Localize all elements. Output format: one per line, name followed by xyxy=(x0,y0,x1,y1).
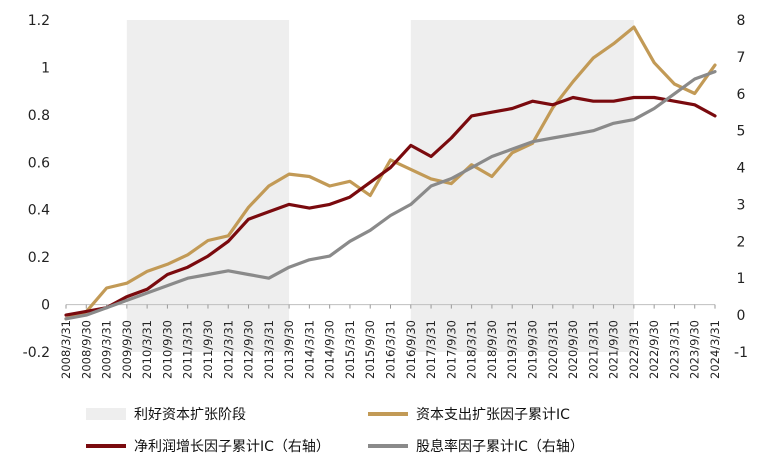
x-tick-label-7: 2011/9/30 xyxy=(201,320,215,379)
shaded-period-0 xyxy=(126,20,290,352)
right-axis-tick-7: 6 xyxy=(737,87,746,103)
left-axis-tick-6: 1 xyxy=(41,60,50,76)
x-tick-label-16: 2016/3/31 xyxy=(384,320,398,379)
series-line-2 xyxy=(64,69,717,321)
x-tick-label-6: 2011/3/31 xyxy=(181,320,195,379)
x-tick-label-25: 2020/9/30 xyxy=(566,320,580,379)
x-tick-label-29: 2022/9/30 xyxy=(647,320,661,379)
x-tick-label-2: 2009/3/31 xyxy=(100,320,114,379)
right-axis-tick-2: 1 xyxy=(737,271,746,287)
x-tick-label-8: 2012/3/31 xyxy=(221,320,235,379)
x-tick-label-24: 2020/3/31 xyxy=(546,320,560,379)
shaded-period-1 xyxy=(410,20,634,352)
right-axis-tick-0: -1 xyxy=(734,345,748,361)
right-axis-tick-8: 7 xyxy=(737,50,746,66)
x-tick-label-27: 2021/9/30 xyxy=(607,320,621,379)
x-tick-label-5: 2010/9/30 xyxy=(160,320,174,379)
right-axis-tick-9: 8 xyxy=(737,13,746,29)
right-axis-tick-1: 0 xyxy=(737,308,746,324)
left-axis-tick-5: 0.8 xyxy=(28,108,50,124)
x-tick-label-28: 2022/3/31 xyxy=(627,320,641,379)
x-tick-label-9: 2012/9/30 xyxy=(242,320,256,379)
right-axis-tick-6: 5 xyxy=(737,124,746,140)
x-tick-label-22: 2019/3/31 xyxy=(505,320,519,379)
left-axis-tick-7: 1.2 xyxy=(28,13,50,29)
left-axis-tick-0: -0.2 xyxy=(23,345,50,361)
x-tick-label-19: 2017/9/30 xyxy=(444,320,458,379)
x-tick-label-1: 2008/9/30 xyxy=(79,320,93,379)
left-axis-tick-3: 0.4 xyxy=(28,203,50,219)
x-tick-label-10: 2013/3/31 xyxy=(262,320,276,379)
x-tick-label-4: 2010/3/31 xyxy=(140,320,154,379)
right-axis-tick-3: 2 xyxy=(737,234,746,250)
x-tick-label-23: 2019/9/30 xyxy=(525,320,539,379)
x-tick-label-32: 2024/3/31 xyxy=(708,320,722,379)
left-axis-tick-2: 0.2 xyxy=(28,250,50,266)
left-axis-tick-4: 0.6 xyxy=(28,155,50,171)
x-tick-label-20: 2018/3/31 xyxy=(465,320,479,379)
series-line-1 xyxy=(64,95,717,317)
x-tick-label-21: 2018/9/30 xyxy=(485,320,499,379)
x-tick-label-13: 2014/9/30 xyxy=(323,320,337,379)
right-axis-tick-5: 4 xyxy=(737,161,746,177)
x-tick-label-26: 2021/3/31 xyxy=(586,320,600,379)
x-tick-label-30: 2023/3/31 xyxy=(667,320,681,379)
x-tick-label-14: 2015/3/31 xyxy=(343,320,357,379)
x-tick-label-15: 2015/9/30 xyxy=(363,320,377,379)
x-tick-label-18: 2017/3/31 xyxy=(424,320,438,379)
x-tick-label-31: 2023/9/30 xyxy=(688,320,702,379)
x-tick-label-3: 2009/9/30 xyxy=(120,320,134,379)
right-axis-tick-4: 3 xyxy=(737,197,746,213)
left-axis-tick-1: 0 xyxy=(41,298,50,314)
x-tick-label-17: 2016/9/30 xyxy=(404,320,418,379)
series-line-0 xyxy=(64,25,717,321)
x-tick-label-0: 2008/3/31 xyxy=(59,320,73,379)
x-tick-label-12: 2014/3/31 xyxy=(302,320,316,379)
x-tick-label-11: 2013/9/30 xyxy=(282,320,296,379)
